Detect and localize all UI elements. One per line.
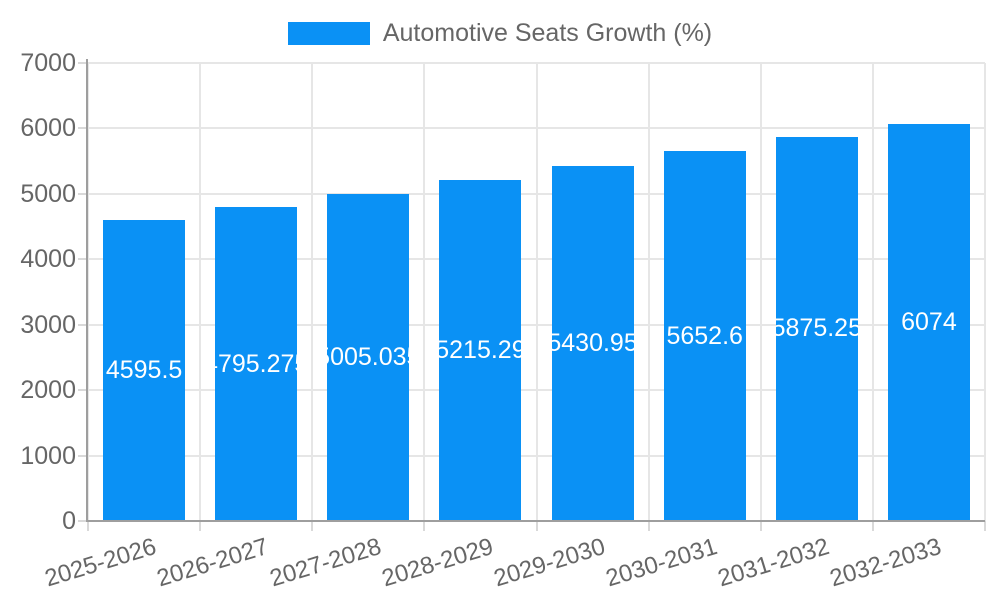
y-axis-tick-label: 7000 — [20, 49, 76, 77]
x-axis-tick — [984, 521, 986, 531]
bar-2026-2027[interactable]: 4795.275 — [215, 207, 298, 521]
x-axis-tick-label: 2025-2026 — [42, 533, 160, 593]
x-gridline — [311, 63, 314, 521]
bar-value-label: 4795.275 — [215, 349, 297, 378]
x-gridline — [984, 63, 986, 521]
x-axis-tick-label: 2032-2033 — [826, 533, 945, 593]
x-axis-tick — [311, 521, 314, 531]
bar-2029-2030[interactable]: 5430.95 — [551, 165, 634, 521]
x-gridline — [199, 63, 202, 521]
y-axis-tick — [78, 258, 88, 261]
bar-value-label: 4595.5 — [105, 356, 183, 385]
bar-2032-2033[interactable]: 6074 — [887, 123, 970, 521]
x-gridline — [871, 63, 874, 521]
x-gridline — [759, 63, 762, 521]
x-gridline — [87, 63, 89, 521]
legend-label: Automotive Seats Growth (%) — [382, 18, 713, 47]
x-gridline — [647, 63, 650, 521]
bar-value-label: 5215.29 — [439, 335, 522, 364]
x-axis-tick-label: 2027-2028 — [266, 533, 384, 593]
x-axis-tick — [199, 521, 202, 531]
x-axis-tick-label: 2028-2029 — [378, 533, 497, 593]
x-axis-tick — [759, 521, 762, 531]
x-axis-tick — [423, 521, 426, 531]
y-axis-tick-label: 6000 — [20, 114, 76, 143]
bar-value-label: 5430.95 — [551, 328, 634, 357]
y-axis-tick — [78, 192, 88, 195]
bar-2028-2029[interactable]: 5215.29 — [439, 179, 522, 521]
bar-2031-2032[interactable]: 5875.25 — [775, 136, 858, 521]
legend-swatch — [287, 21, 370, 45]
y-axis-tick-label: 0 — [62, 507, 76, 535]
x-gridline — [535, 63, 538, 521]
bar-2030-2031[interactable]: 5652.6 — [663, 151, 746, 521]
x-axis-tick-label: 2030-2031 — [602, 533, 721, 593]
x-axis-tick — [871, 521, 874, 531]
y-axis-tick-label: 5000 — [20, 179, 76, 208]
y-axis-tick — [78, 520, 88, 522]
x-axis-tick — [647, 521, 650, 531]
y-axis-tick — [78, 323, 88, 326]
y-axis-tick-label: 1000 — [20, 441, 76, 470]
bar-value-label: 5875.25 — [775, 314, 858, 343]
bar-2025-2026[interactable]: 4595.5 — [103, 220, 186, 521]
x-gridline — [423, 63, 426, 521]
y-axis-tick-label: 4000 — [20, 245, 76, 274]
y-axis-tick — [78, 62, 88, 64]
bar-value-label: 6074 — [901, 307, 957, 336]
x-axis-tick-label: 2026-2027 — [154, 533, 272, 593]
x-axis-line — [88, 520, 985, 522]
bar-2027-2028[interactable]: 5005.035 — [327, 193, 410, 521]
x-axis-tick-label: 2029-2030 — [490, 533, 609, 593]
y-axis-line — [86, 59, 88, 522]
bar-value-label: 5652.6 — [666, 321, 743, 350]
y-axis-tick-label: 2000 — [20, 376, 76, 405]
y-axis-tick-label: 3000 — [20, 310, 76, 339]
x-axis-tick — [87, 521, 89, 531]
x-axis-tick-label: 2031-2032 — [714, 533, 833, 593]
x-axis-tick — [535, 521, 538, 531]
y-axis-tick — [78, 454, 88, 457]
bar-value-label: 5005.035 — [327, 342, 409, 371]
y-axis-tick — [78, 127, 88, 130]
chart-legend[interactable]: Automotive Seats Growth (%) — [0, 18, 1000, 47]
y-axis-tick — [78, 389, 88, 392]
